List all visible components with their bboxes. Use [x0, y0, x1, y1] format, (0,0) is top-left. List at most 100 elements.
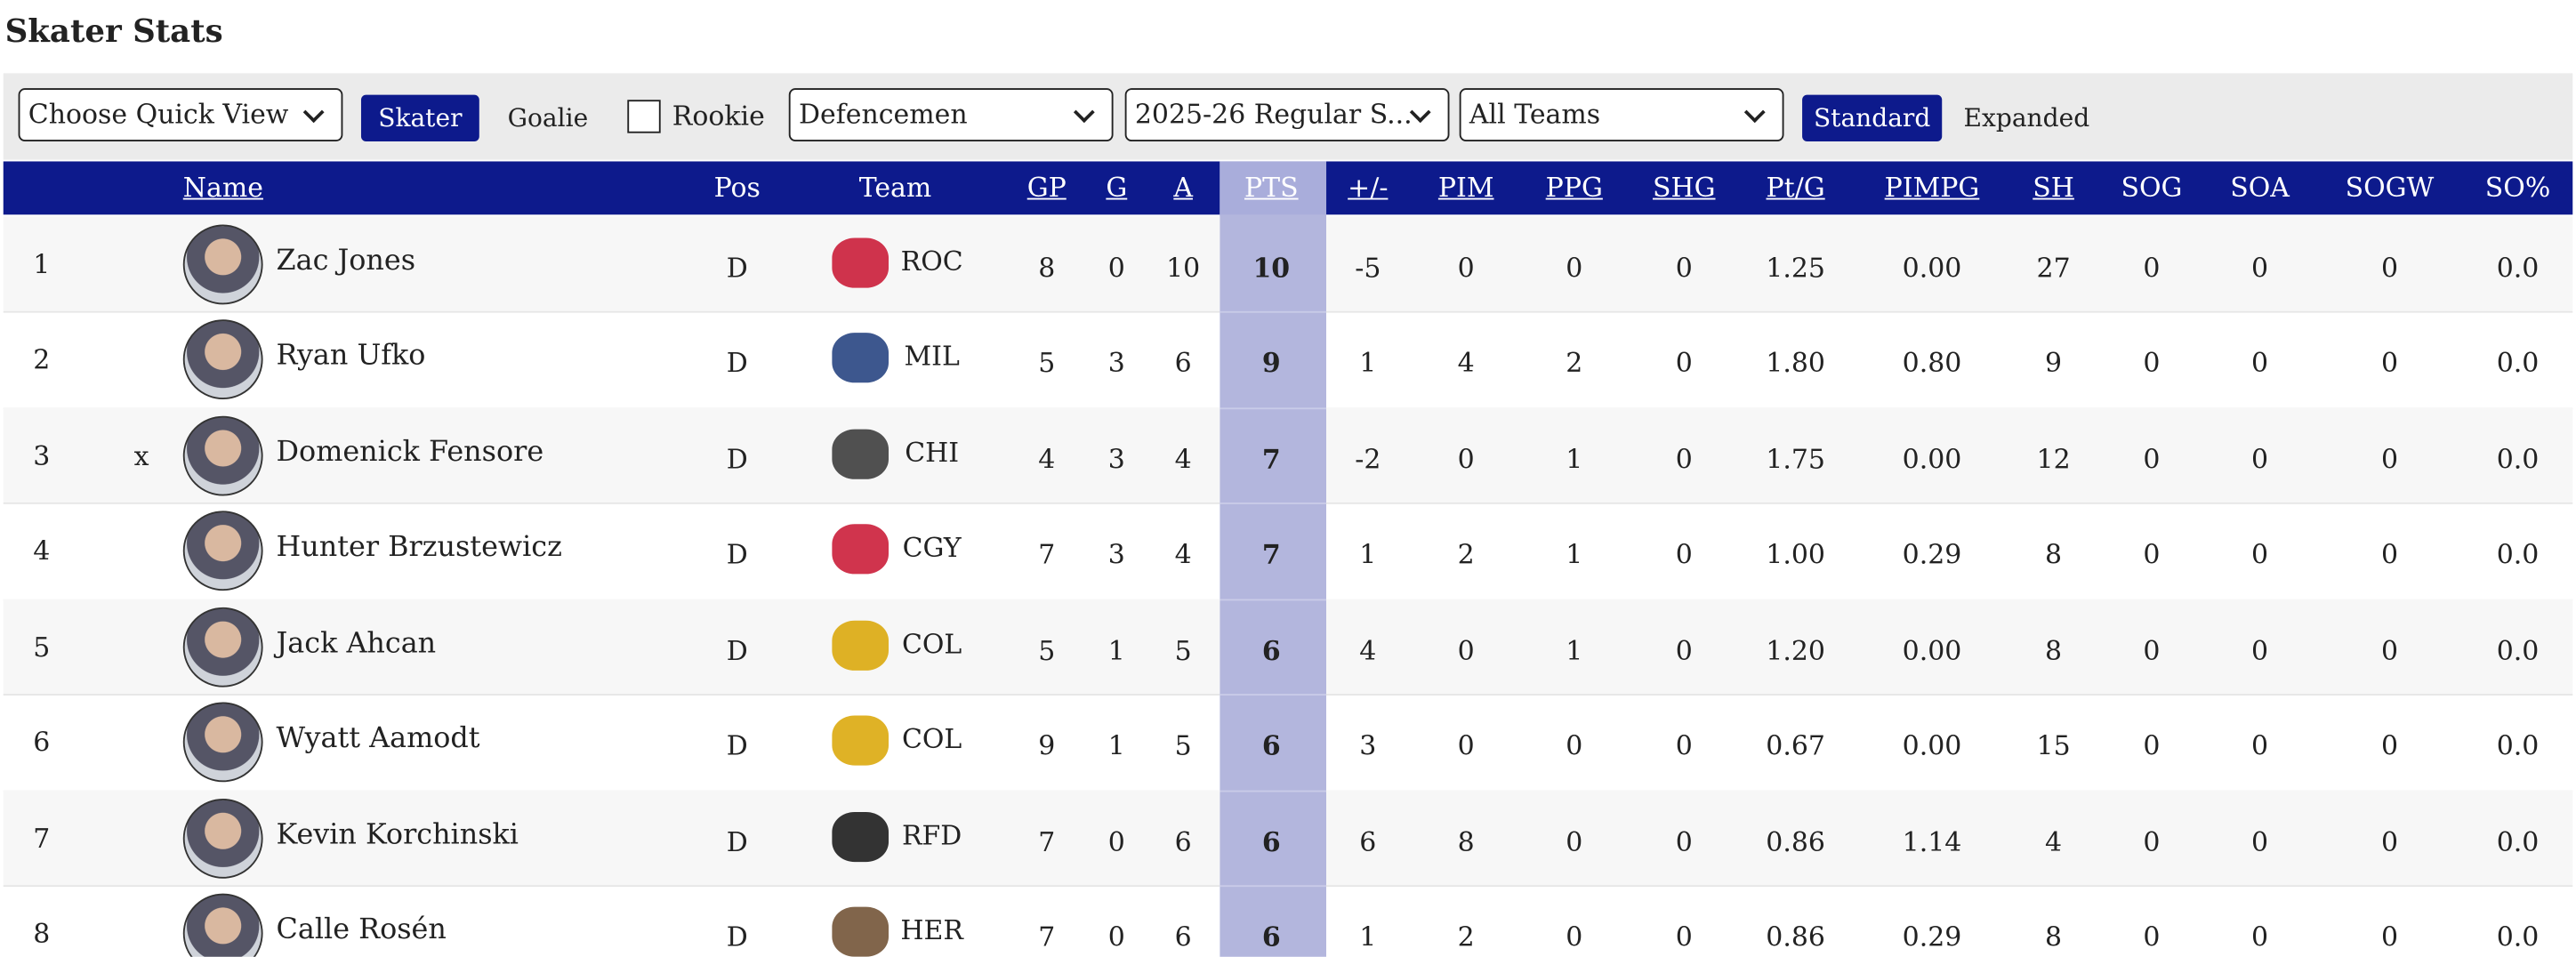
team-select[interactable]: All Teams [1459, 88, 1784, 142]
column-header[interactable]: PPG [1545, 171, 1603, 204]
stat-cell: 5 [1038, 347, 1056, 380]
position: D [726, 251, 748, 284]
player-name[interactable]: Ryan Ufko [276, 340, 426, 374]
stat-cell: 0 [2143, 825, 2161, 857]
player-name[interactable]: Calle Rosén [276, 913, 447, 947]
column-header[interactable]: A [1173, 171, 1193, 204]
column-header[interactable]: G [1106, 171, 1128, 204]
stat-cell: 3 [1359, 729, 1377, 762]
goalie-button[interactable]: Goalie [507, 102, 589, 133]
column-header: SO% [2484, 171, 2551, 204]
stat-cell: 1 [1107, 634, 1125, 666]
season-select[interactable]: 2025-26 Regular S... [1124, 88, 1450, 142]
stat-cell: 0 [1675, 921, 1693, 953]
column-header[interactable]: PIMPG [1884, 171, 1980, 204]
column-header[interactable]: PTS [1244, 171, 1299, 204]
stat-cell: 0 [1675, 825, 1693, 857]
table-row [1326, 216, 2573, 313]
column-header[interactable]: +/- [1348, 171, 1389, 204]
rookie-label[interactable]: Rookie [672, 100, 765, 132]
player-name[interactable]: Kevin Korchinski [276, 817, 519, 852]
player-name[interactable]: Zac Jones [276, 244, 416, 277]
stat-cell: 8 [1038, 251, 1056, 284]
stat-cell: 4 [1457, 347, 1475, 380]
page-title: Skater Stats [4, 12, 223, 51]
stat-cell: 0 [2380, 347, 2398, 380]
table-row [1326, 599, 2573, 696]
position-select[interactable]: Defencemen [788, 88, 1114, 142]
stat-cell: 4 [1359, 634, 1377, 666]
player-name[interactable]: Wyatt Aamodt [276, 722, 480, 756]
stat-cell: 3 [1107, 347, 1125, 380]
stat-cell: 0 [2251, 634, 2269, 666]
standard-button[interactable]: Standard [1802, 94, 1943, 142]
stat-cell: 6 [1261, 825, 1281, 857]
column-header[interactable]: PIM [1437, 171, 1494, 204]
stat-cell: 0.00 [1902, 634, 1962, 666]
stat-cell: 0 [1675, 443, 1693, 475]
stat-cell: 15 [2036, 729, 2071, 762]
column-header[interactable]: SHG [1652, 171, 1716, 204]
sorted-header [1220, 161, 1327, 215]
stat-cell: 8 [2045, 634, 2063, 666]
stat-cell: 0.0 [2496, 634, 2540, 666]
stat-cell: 1.80 [1766, 347, 1825, 380]
column-header[interactable]: GP [1026, 171, 1067, 204]
table-row [1326, 886, 2573, 957]
column-header[interactable]: Pt/G [1766, 171, 1825, 204]
stat-cell: 0 [1107, 921, 1125, 953]
team-logo [832, 811, 890, 862]
player-name[interactable]: Jack Ahcan [276, 626, 437, 661]
stat-cell: 0 [1457, 634, 1475, 666]
rookie-flag: x [133, 439, 149, 471]
player-photo [182, 702, 263, 783]
player-name[interactable]: Hunter Brzustewicz [276, 531, 562, 565]
stat-cell: -5 [1355, 251, 1381, 284]
rookie-checkbox[interactable] [627, 100, 661, 133]
stat-cell: 0 [2380, 634, 2398, 666]
team-abbr: HER [900, 914, 963, 947]
team-abbr: COL [901, 723, 962, 755]
position: D [726, 634, 748, 666]
expanded-button[interactable]: Expanded [1963, 102, 2090, 133]
player-photo [182, 607, 263, 688]
rank: 5 [33, 631, 51, 663]
team-logo [832, 620, 890, 671]
stat-cell: 0 [1457, 251, 1475, 284]
stat-cell: 7 [1261, 538, 1281, 571]
player-photo [182, 511, 263, 591]
stat-cell: 0 [2380, 538, 2398, 571]
sorted-column [1220, 161, 1327, 957]
skater-button[interactable]: Skater [360, 94, 479, 142]
stat-cell: 4 [1174, 538, 1192, 571]
column-header: Pos [713, 171, 761, 204]
stat-cell: 1 [1359, 538, 1377, 571]
table-row [1326, 695, 2573, 792]
player-name[interactable]: Domenick Fensore [276, 435, 544, 470]
stat-cell: 0 [1675, 729, 1693, 762]
stat-cell: 0 [2380, 443, 2398, 475]
column-header[interactable]: Name [182, 171, 263, 204]
stat-cell: 0 [1566, 251, 1583, 284]
stat-cell: 4 [2045, 825, 2063, 857]
player-photo [182, 415, 263, 496]
stat-cell: 9 [1261, 347, 1281, 380]
column-header[interactable]: SH [2033, 171, 2074, 204]
stat-cell: 0 [2143, 538, 2161, 571]
column-header: Team [858, 171, 932, 204]
stat-cell: 0 [1107, 251, 1125, 284]
rank: 7 [33, 822, 51, 855]
stat-cell: 0 [1675, 347, 1693, 380]
position: D [726, 921, 748, 953]
quick-view-select[interactable]: Choose Quick View [18, 88, 343, 142]
stat-cell: 1.00 [1766, 538, 1825, 571]
team-logo [832, 429, 890, 479]
stat-cell: 0.0 [2496, 538, 2540, 571]
rank: 1 [33, 248, 51, 280]
stat-cell: 0 [2143, 347, 2161, 380]
stat-cell: 0 [2143, 729, 2161, 762]
stat-cell: 0 [1107, 825, 1125, 857]
stat-cell: 0.0 [2496, 251, 2540, 284]
stat-cell: 7 [1038, 538, 1056, 571]
